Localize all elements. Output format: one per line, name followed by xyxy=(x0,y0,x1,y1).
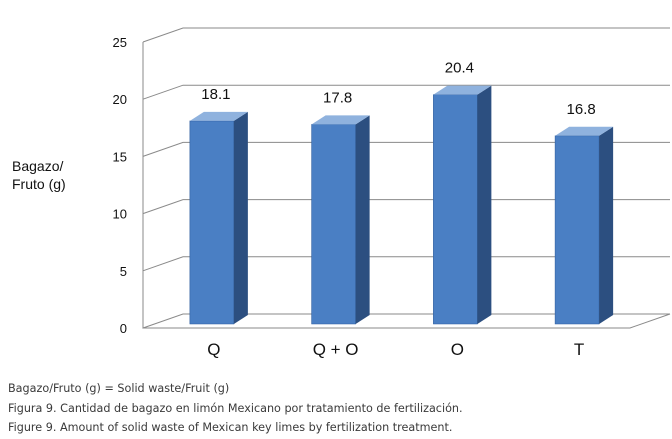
bar-front xyxy=(311,124,356,325)
bar-side xyxy=(599,126,614,324)
bar-front xyxy=(189,120,235,325)
bar-side xyxy=(477,85,492,325)
data-label: 17.8 xyxy=(323,89,352,106)
caption-abbreviation: Bagazo/Fruto (g) = Solid waste/Fruit (g) xyxy=(8,382,230,395)
y-tick-label: 20 xyxy=(113,92,127,107)
bar-top xyxy=(433,85,492,95)
axis-frame xyxy=(142,42,670,329)
x-category-label: Q + O xyxy=(313,340,359,359)
bar-top xyxy=(311,115,370,125)
data-label: 20.4 xyxy=(445,60,474,77)
data-label: 16.8 xyxy=(567,101,596,118)
floor-edge xyxy=(143,313,671,329)
y-axis-label-line-2: Fruto (g) xyxy=(12,176,66,192)
gridline xyxy=(142,141,670,157)
y-axis-label: Bagazo/ Fruto (g) xyxy=(12,157,66,193)
gridline xyxy=(142,199,670,215)
chart-canvas: 0 5 10 15 20 25 18.1 Q 17.8 Q + O 20.4 O 16.8 T xyxy=(113,27,671,359)
y-tick-label: 0 xyxy=(120,321,127,336)
y-axis-label-line-1: Bagazo/ xyxy=(12,158,64,174)
bar-front xyxy=(554,135,600,325)
y-tick-label: 10 xyxy=(113,207,127,222)
bar-chart: 0 5 10 15 20 25 18.1 Q 17.8 Q + O 20.4 O 16.8 T Bagaz… xyxy=(12,27,671,359)
bar-front xyxy=(433,94,478,325)
caption-spanish: Figura 9. Cantidad de bagazo en limón Me… xyxy=(8,402,463,415)
y-tick-label: 25 xyxy=(113,35,127,50)
gridline xyxy=(142,27,670,43)
gridline xyxy=(142,84,670,100)
data-label: 18.1 xyxy=(201,86,230,103)
x-category-label: Q xyxy=(207,340,220,359)
bar-top xyxy=(555,126,614,136)
y-tick-label: 5 xyxy=(120,264,127,279)
caption-english: Figure 9. Amount of solid waste of Mexic… xyxy=(8,421,453,434)
bar-side xyxy=(233,111,248,324)
x-category-label: T xyxy=(574,340,584,359)
x-category-label: O xyxy=(451,340,464,359)
bar-side xyxy=(355,115,370,324)
y-tick-label: 15 xyxy=(113,149,127,164)
gridline xyxy=(142,256,670,272)
bar-top xyxy=(189,111,248,121)
